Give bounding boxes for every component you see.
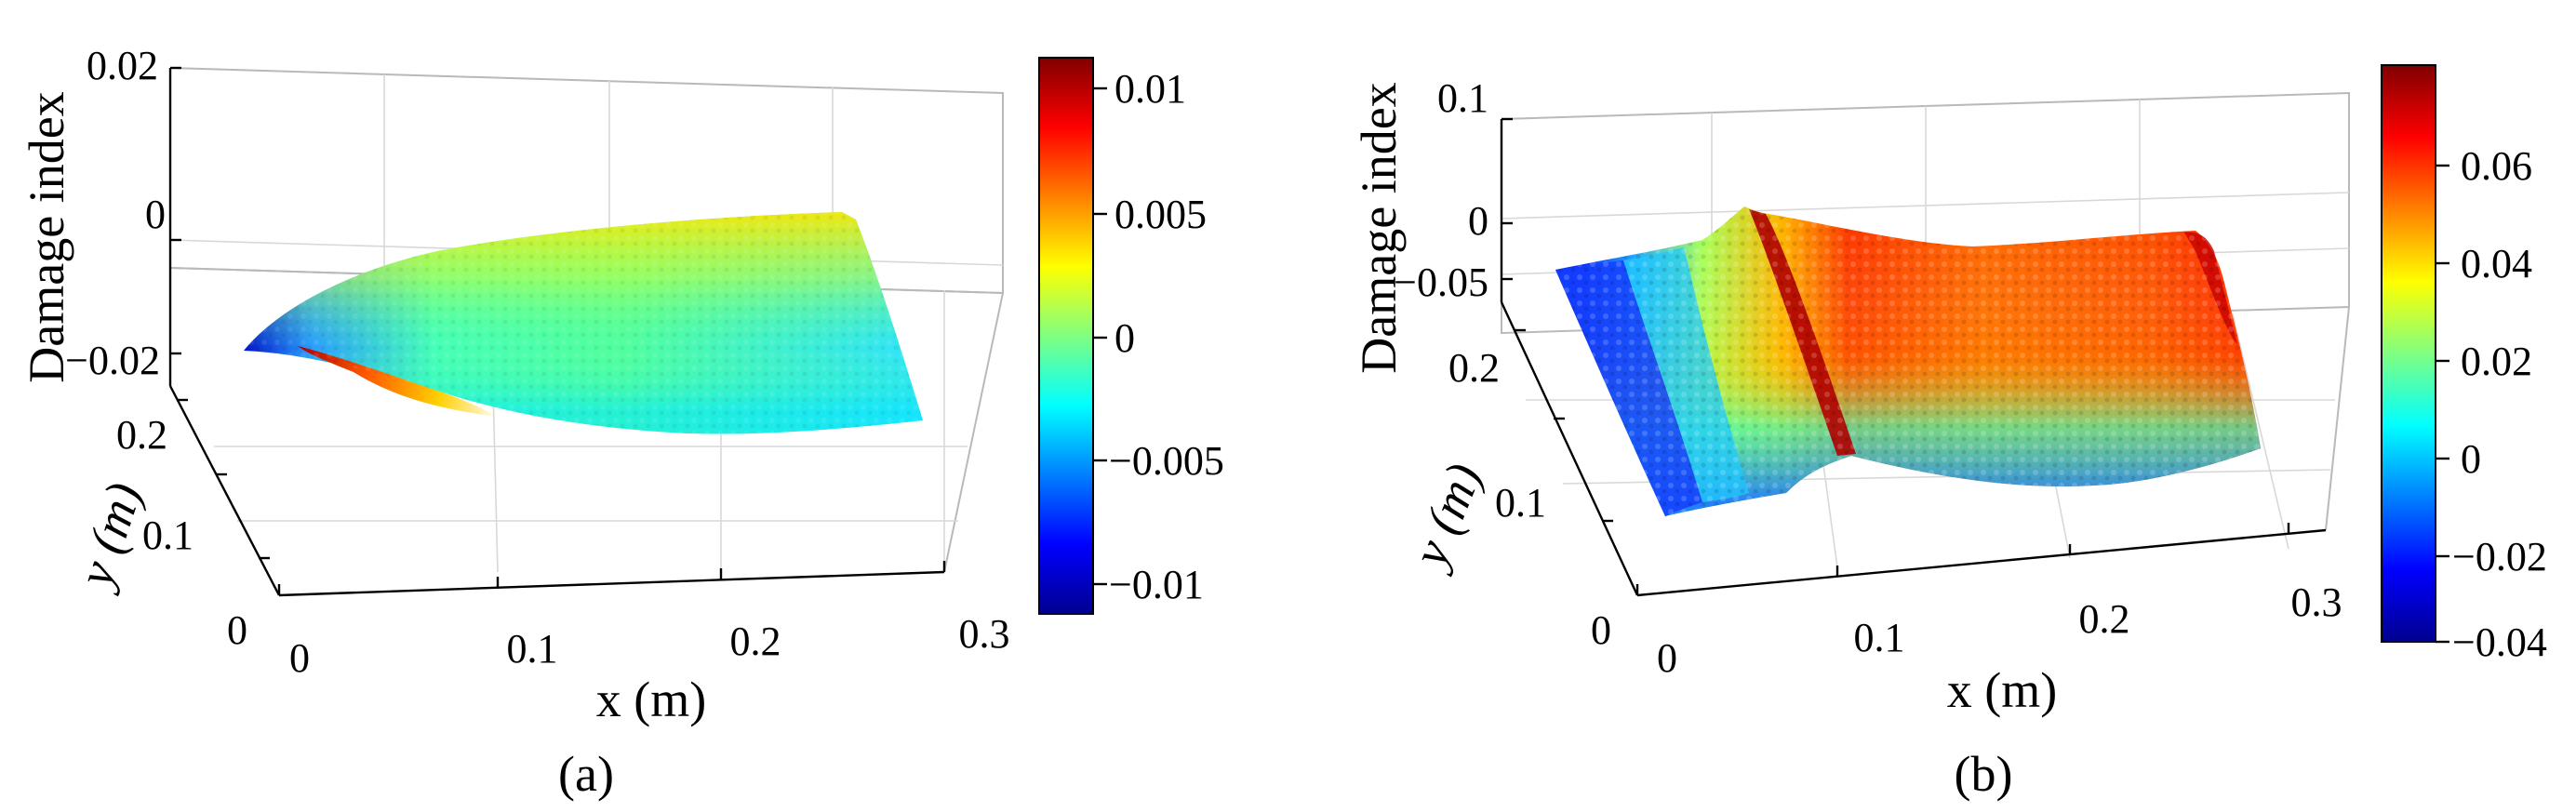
- colorbar-a-tick-0: 0.01: [1114, 66, 1186, 112]
- x-tick-a-0: 0: [289, 635, 310, 681]
- z-tick-b-1: 0: [1468, 198, 1488, 244]
- colorbar-a: [1038, 57, 1094, 615]
- x-tick-a-2: 0.2: [730, 619, 781, 664]
- y-tick-b-0: 0: [1591, 607, 1611, 653]
- x-tick-a-1: 0.1: [507, 626, 558, 672]
- y-tick-b-2: 0.2: [1448, 345, 1500, 391]
- y-axis-label-b: y (m): [1400, 456, 1493, 578]
- z-axis-label-a: Damage index: [19, 91, 74, 382]
- colorbar-a-tick-4: −0.01: [1109, 562, 1204, 607]
- z-tick-a-0: 0.02: [87, 43, 158, 88]
- panel-b: 0.1 0 −0.05 0.2 0.1 0 0 0.1 0.2 0.3 Dama…: [1351, 64, 2547, 802]
- colorbar-b-tick-4: −0.02: [2452, 534, 2547, 579]
- panel-label-a: (a): [558, 746, 614, 802]
- x-tick-a-3: 0.3: [959, 611, 1010, 657]
- z-tick-a-2: −0.02: [65, 338, 160, 383]
- x-tick-b-1: 0.1: [1854, 615, 1905, 660]
- colorbar-b: [2381, 64, 2436, 643]
- colorbar-a-tick-3: −0.005: [1109, 438, 1224, 484]
- colorbar-b-tick-2: 0.02: [2461, 339, 2532, 384]
- panel-a: 0.02 0 −0.02 0.2 0.1 0 0 0.1 0.2 0.3 Dam…: [19, 43, 1224, 802]
- colorbar-ticks-b: [2436, 164, 2449, 644]
- z-axis-label-b: Damage index: [1351, 82, 1407, 373]
- surface-a: [244, 212, 923, 434]
- panel-label-b: (b): [1955, 746, 2013, 802]
- colorbar-b-tick-5: −0.04: [2452, 619, 2547, 665]
- colorbar-b-tick-0: 0.06: [2461, 143, 2532, 189]
- front-axes-b: [1500, 117, 2327, 597]
- y-axis-label-a: y (m): [65, 476, 152, 597]
- colorbar-ticks-a: [1093, 87, 1107, 586]
- x-tick-b-0: 0: [1657, 635, 1677, 681]
- x-tick-b-2: 0.2: [2079, 596, 2130, 642]
- colorbar-b-tick-1: 0.04: [2461, 241, 2532, 286]
- front-axes-a: [168, 66, 946, 597]
- z-tick-b-0: 0.1: [1437, 75, 1488, 121]
- z-tick-a-1: 0: [145, 192, 166, 237]
- z-tick-b-2: −0.05: [1394, 260, 1488, 305]
- x-axis-label-a: x (m): [596, 672, 706, 727]
- x-axis-label-b: x (m): [1947, 662, 2057, 718]
- y-tick-a-0: 0: [227, 607, 247, 653]
- surface-b: [1555, 206, 2261, 516]
- x-tick-b-3: 0.3: [2291, 579, 2342, 625]
- colorbar-a-tick-2: 0: [1114, 315, 1135, 361]
- y-tick-a-1: 0.1: [142, 512, 194, 558]
- colorbar-b-tick-3: 0: [2461, 436, 2481, 482]
- colorbar-a-tick-1: 0.005: [1114, 192, 1207, 237]
- y-tick-a-2: 0.2: [116, 412, 167, 458]
- y-tick-b-1: 0.1: [1495, 480, 1546, 526]
